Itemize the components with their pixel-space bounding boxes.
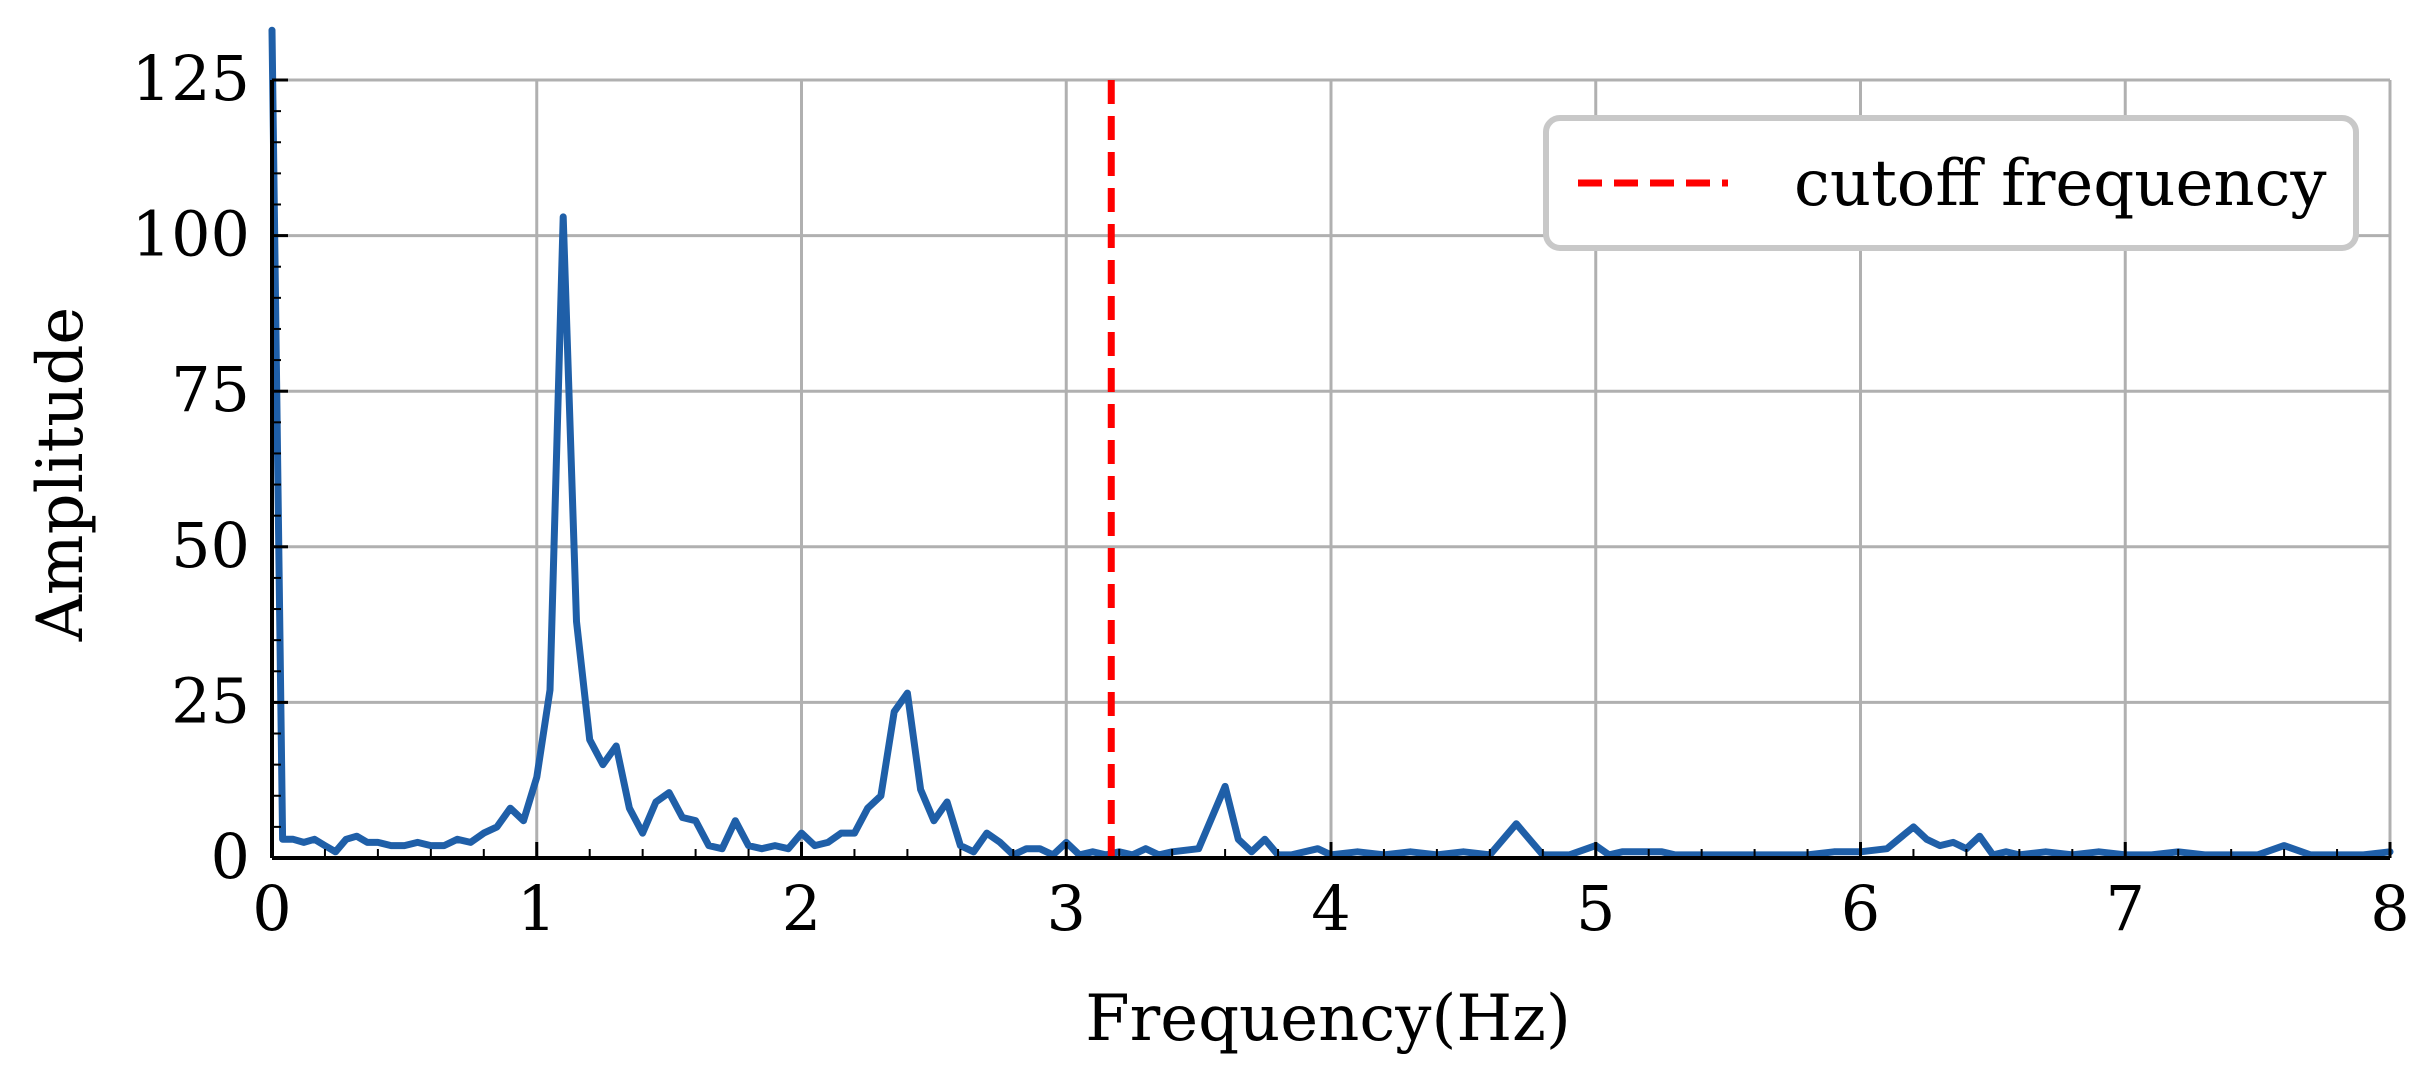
- series-line-0: [268, 26, 2394, 859]
- legend: cutoff frequency: [1543, 115, 2359, 251]
- axes: [270, 78, 2392, 860]
- x-tick-label: 4: [1311, 872, 1350, 945]
- y-tick-label: 125: [132, 42, 250, 115]
- legend-label-cutoff: cutoff frequency: [1794, 147, 2327, 221]
- x-tick-label: 7: [2106, 872, 2145, 945]
- y-tick-label: 50: [171, 509, 250, 582]
- tick-labels: 0 1 2 3 4 5 6 7 8 0 25 50 75 100 125: [132, 42, 2410, 945]
- x-tick-label: 1: [517, 872, 556, 945]
- x-tick-label: 2: [782, 872, 821, 945]
- x-tick-label: 8: [2370, 872, 2409, 945]
- y-tick-label: 100: [132, 198, 250, 271]
- x-tick-label: 3: [1047, 872, 1086, 945]
- data-layer: [268, 26, 2394, 859]
- x-tick-label: 6: [1841, 872, 1880, 945]
- y-tick-label: 25: [171, 664, 250, 737]
- x-tick-label: 5: [1576, 872, 1615, 945]
- x-tick-label: 0: [252, 872, 291, 945]
- y-tick-label: 75: [171, 353, 250, 426]
- y-tick-label: 0: [211, 820, 250, 893]
- y-axis-label: Amplitude: [24, 307, 98, 643]
- legend-box: [1543, 115, 2359, 251]
- x-axis-label: Frequency(Hz): [1085, 982, 1571, 1056]
